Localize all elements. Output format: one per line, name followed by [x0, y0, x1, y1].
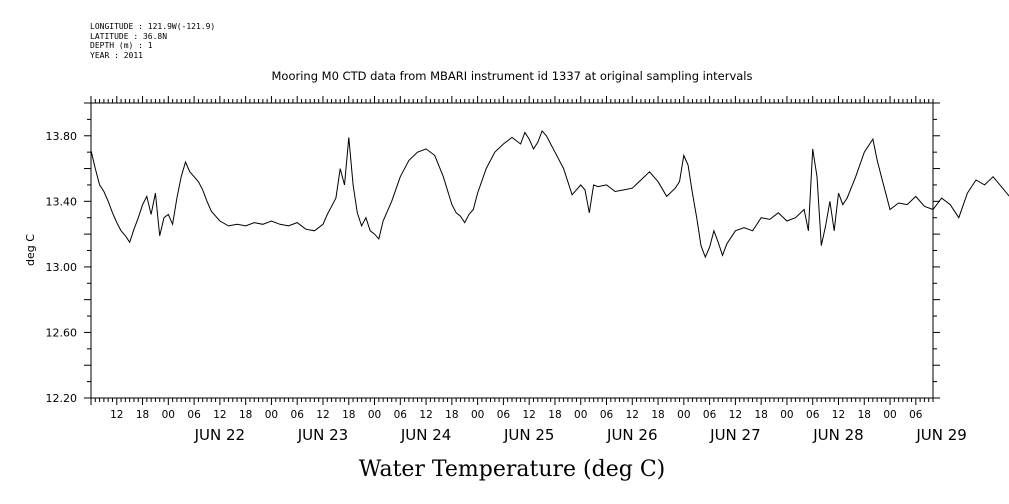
x-day-label: JUN 25: [503, 426, 554, 444]
x-hour-label: 18: [548, 409, 561, 421]
y-tick-label: 12.60: [46, 326, 78, 339]
temperature-series-line: [90, 129, 1009, 259]
x-hour-label: 12: [522, 409, 535, 421]
x-hour-label: 00: [162, 409, 175, 421]
x-day-label: JUN 26: [606, 426, 657, 444]
depth-text: DEPTH (m) : 1: [90, 41, 153, 50]
x-hour-label: 00: [574, 409, 587, 421]
x-hour-label: 06: [394, 409, 408, 421]
x-hour-label: 06: [497, 409, 511, 421]
x-hour-label: 18: [136, 409, 149, 421]
x-hour-label: 12: [729, 409, 742, 421]
x-hour-label: 00: [780, 409, 793, 421]
x-tick-labels: 12 18 00 06 12 18 00 06 12 18 00 06 12 18 00 06 12 18 00 06…: [110, 409, 967, 444]
axis-ticks: [84, 96, 940, 405]
chart-title: Mooring M0 CTD data from MBARI instrumen…: [272, 69, 753, 83]
year-text: YEAR : 2011: [90, 50, 143, 60]
x-hour-label: 12: [316, 409, 329, 421]
x-hour-label: 12: [110, 409, 123, 421]
x-hour-label: 00: [471, 409, 484, 421]
x-day-label: JUN 29: [915, 426, 966, 444]
x-day-label: JUN 24: [400, 426, 451, 444]
x-hour-label: 06: [291, 409, 305, 421]
y-tick-label: 12.20: [46, 392, 78, 405]
x-hour-label: 06: [187, 409, 201, 421]
y-tick-label: 13.00: [46, 261, 78, 274]
x-hour-label: 12: [419, 409, 432, 421]
y-tick-label: 13.80: [46, 130, 78, 143]
latitude-text: LATITUDE : 36.8N: [90, 31, 168, 41]
x-day-label: JUN 27: [709, 426, 760, 444]
x-hour-label: 06: [600, 409, 614, 421]
x-day-label: JUN 28: [812, 426, 863, 444]
x-hour-label: 18: [342, 409, 355, 421]
x-hour-label: 06: [806, 409, 820, 421]
x-hour-label: 06: [909, 409, 923, 421]
x-hour-label: 18: [858, 409, 871, 421]
station-info: LONGITUDE : 121.9W(-121.9) LATITUDE : 36…: [90, 22, 215, 60]
x-hour-label: 06: [703, 409, 717, 421]
y-tick-label: 13.40: [46, 195, 78, 208]
x-hour-label: 12: [213, 409, 226, 421]
x-day-label: JUN 23: [297, 426, 348, 444]
x-hour-label: 12: [832, 409, 845, 421]
x-hour-label: 00: [883, 409, 896, 421]
x-axis-title: Water Temperature (deg C): [359, 457, 666, 482]
y-axis-label: deg C: [24, 234, 37, 266]
longitude-text: LONGITUDE : 121.9W(-121.9): [90, 22, 216, 31]
x-hour-label: 00: [265, 409, 278, 421]
x-hour-label: 18: [754, 409, 767, 421]
x-hour-label: 12: [626, 409, 639, 421]
x-hour-label: 00: [368, 409, 381, 421]
plot-frame: [90, 102, 934, 399]
x-hour-label: 18: [239, 409, 252, 421]
x-hour-label: 18: [445, 409, 458, 421]
x-day-label: JUN 22: [194, 426, 245, 444]
y-tick-labels: 12.20 12.60 13.00 13.40 13.80: [46, 130, 78, 405]
x-hour-label: 18: [651, 409, 664, 421]
x-hour-label: 00: [677, 409, 690, 421]
